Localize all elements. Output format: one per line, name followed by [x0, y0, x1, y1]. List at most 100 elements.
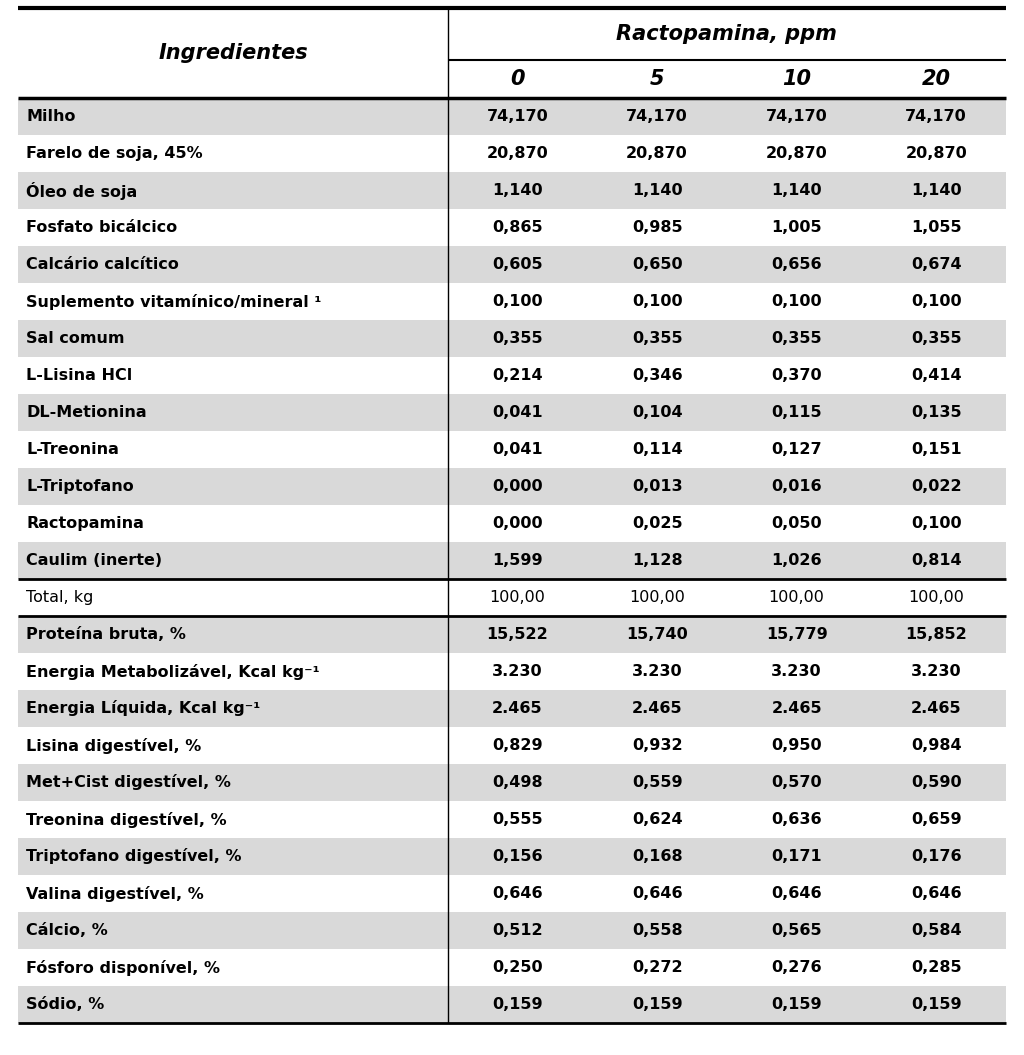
Bar: [18, 60, 1006, 98]
Text: 0,250: 0,250: [493, 960, 543, 975]
Text: 74,170: 74,170: [627, 109, 688, 124]
Text: 2.465: 2.465: [911, 701, 962, 716]
Text: Óleo de soja: Óleo de soja: [26, 181, 137, 199]
Text: 74,170: 74,170: [486, 109, 549, 124]
Text: 0,559: 0,559: [632, 775, 682, 790]
Text: 1,026: 1,026: [771, 553, 822, 568]
Text: 0,829: 0,829: [493, 738, 543, 753]
Text: 0,646: 0,646: [771, 886, 822, 901]
Text: 0,570: 0,570: [771, 775, 822, 790]
Text: 0,127: 0,127: [771, 442, 822, 457]
Text: Fosfato bicálcico: Fosfato bicálcico: [26, 220, 177, 235]
Text: Cálcio, %: Cálcio, %: [26, 923, 108, 938]
Text: 0,346: 0,346: [632, 368, 682, 383]
Bar: [18, 838, 1006, 875]
Text: 2.465: 2.465: [632, 701, 682, 716]
Text: 0,000: 0,000: [493, 516, 543, 531]
Text: 5: 5: [650, 69, 665, 89]
Text: 100,00: 100,00: [769, 590, 824, 605]
Bar: [18, 394, 1006, 431]
Text: 74,170: 74,170: [905, 109, 967, 124]
Text: Ractopamina: Ractopamina: [26, 516, 144, 531]
Text: 20: 20: [922, 69, 950, 89]
Text: 0,276: 0,276: [771, 960, 822, 975]
Bar: [18, 8, 1006, 60]
Text: 0,555: 0,555: [493, 812, 543, 827]
Text: Suplemento vitamínico/mineral ¹: Suplemento vitamínico/mineral ¹: [26, 293, 322, 309]
Text: 0,100: 0,100: [911, 294, 962, 309]
Text: 0,646: 0,646: [632, 886, 682, 901]
Text: 0,159: 0,159: [493, 997, 543, 1012]
Bar: [18, 912, 1006, 950]
Bar: [18, 653, 1006, 690]
Text: 3.230: 3.230: [771, 664, 822, 679]
Text: 0,041: 0,041: [493, 405, 543, 420]
Text: 74,170: 74,170: [766, 109, 827, 124]
Bar: [18, 505, 1006, 542]
Text: 0,646: 0,646: [911, 886, 962, 901]
Text: 0,932: 0,932: [632, 738, 682, 753]
Text: 0,414: 0,414: [911, 368, 962, 383]
Text: 0,565: 0,565: [771, 923, 822, 938]
Text: 0,159: 0,159: [771, 997, 822, 1012]
Text: 10: 10: [782, 69, 811, 89]
Text: 0,159: 0,159: [911, 997, 962, 1012]
Text: 0,156: 0,156: [493, 849, 543, 864]
Text: Valina digestível, %: Valina digestível, %: [26, 885, 204, 902]
Text: 0,104: 0,104: [632, 405, 682, 420]
Bar: [18, 357, 1006, 394]
Text: Fósforo disponível, %: Fósforo disponível, %: [26, 959, 220, 976]
Text: 1,140: 1,140: [493, 183, 543, 198]
Text: L-Treonina: L-Treonina: [26, 442, 119, 457]
Text: L-Lisina HCl: L-Lisina HCl: [26, 368, 132, 383]
Text: 15,522: 15,522: [486, 627, 549, 642]
Text: 3.230: 3.230: [493, 664, 543, 679]
Text: 100,00: 100,00: [629, 590, 685, 605]
Text: Triptofano digestível, %: Triptofano digestível, %: [26, 848, 242, 864]
Bar: [18, 764, 1006, 801]
Text: 2.465: 2.465: [771, 701, 822, 716]
Text: 100,00: 100,00: [489, 590, 546, 605]
Text: 0,355: 0,355: [771, 331, 822, 346]
Text: 0,114: 0,114: [632, 442, 682, 457]
Bar: [18, 431, 1006, 468]
Text: 1,140: 1,140: [771, 183, 822, 198]
Text: 0,674: 0,674: [911, 257, 962, 272]
Bar: [18, 98, 1006, 135]
Bar: [18, 320, 1006, 357]
Text: 0,659: 0,659: [911, 812, 962, 827]
Text: 15,740: 15,740: [627, 627, 688, 642]
Text: 0,100: 0,100: [493, 294, 543, 309]
Text: 20,870: 20,870: [627, 146, 688, 161]
Text: 0,135: 0,135: [911, 405, 962, 420]
Text: 0,041: 0,041: [493, 442, 543, 457]
Text: 0,000: 0,000: [493, 479, 543, 494]
Text: Total, kg: Total, kg: [26, 590, 93, 605]
Bar: [18, 542, 1006, 579]
Bar: [18, 875, 1006, 912]
Bar: [18, 135, 1006, 172]
Bar: [18, 209, 1006, 246]
Text: 1,140: 1,140: [632, 183, 682, 198]
Text: Treonina digestível, %: Treonina digestível, %: [26, 811, 226, 827]
Text: 0: 0: [510, 69, 525, 89]
Text: 1,005: 1,005: [771, 220, 822, 235]
Text: 0,865: 0,865: [493, 220, 543, 235]
Text: 0,016: 0,016: [771, 479, 822, 494]
Text: 0,512: 0,512: [493, 923, 543, 938]
Text: 1,055: 1,055: [911, 220, 962, 235]
Text: 0,636: 0,636: [771, 812, 822, 827]
Text: 0,498: 0,498: [493, 775, 543, 790]
Text: 0,168: 0,168: [632, 849, 682, 864]
Text: 0,656: 0,656: [771, 257, 822, 272]
Text: 0,624: 0,624: [632, 812, 682, 827]
Text: 0,176: 0,176: [911, 849, 962, 864]
Text: 3.230: 3.230: [911, 664, 962, 679]
Bar: [18, 468, 1006, 505]
Text: 3.230: 3.230: [632, 664, 682, 679]
Text: DL-Metionina: DL-Metionina: [26, 405, 146, 420]
Bar: [18, 690, 1006, 727]
Text: 0,115: 0,115: [771, 405, 822, 420]
Text: 0,214: 0,214: [493, 368, 543, 383]
Text: 0,984: 0,984: [911, 738, 962, 753]
